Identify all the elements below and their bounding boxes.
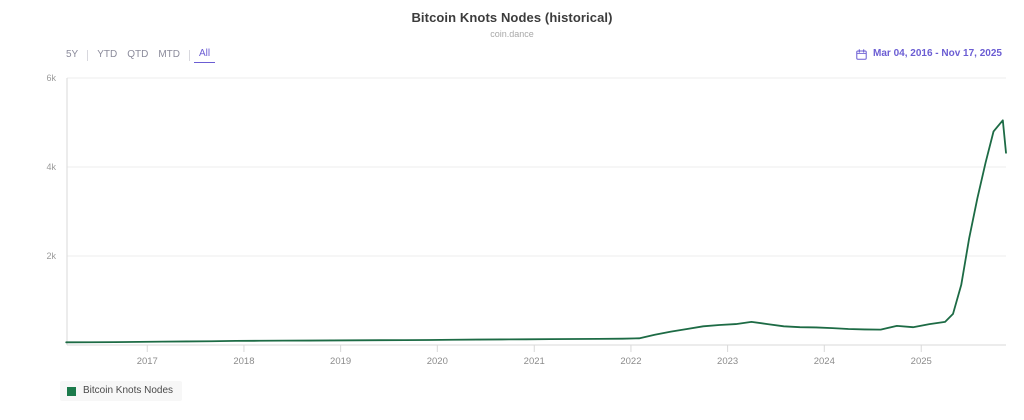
range-button-ytd[interactable]: YTD xyxy=(97,49,118,60)
chart-header: Bitcoin Knots Nodes (historical) coin.da… xyxy=(0,0,1024,41)
x-axis-tick-label: 2025 xyxy=(911,356,932,367)
series-line-bitcoin-knots-nodes xyxy=(65,119,1007,344)
x-axis-tick-label: 2019 xyxy=(330,356,351,367)
date-range-picker[interactable]: Mar 04, 2016 - Nov 17, 2025 xyxy=(856,47,1002,61)
gridlines xyxy=(67,77,1006,257)
x-axis-tick-label: 2023 xyxy=(717,356,738,367)
date-range-label: Mar 04, 2016 - Nov 17, 2025 xyxy=(873,48,1002,59)
range-separator xyxy=(87,49,89,61)
calendar-icon xyxy=(856,48,867,60)
x-axis xyxy=(67,344,1006,352)
y-axis-tick-label: 4k xyxy=(46,162,56,172)
x-axis-tick-label: 2021 xyxy=(524,356,545,367)
y-axis-tick-labels: 2k 4k 6k xyxy=(46,73,56,261)
chart-subtitle: coin.dance xyxy=(490,29,534,39)
x-axis-tick-label: 2024 xyxy=(814,356,835,367)
x-axis-tick-labels: 2017 2018 2019 2020 2021 2022 2023 2024 2025 xyxy=(137,356,932,367)
page-title: Bitcoin Knots Nodes (historical) xyxy=(411,10,613,25)
range-button-qtd[interactable]: QTD xyxy=(127,49,149,60)
range-selector[interactable]: 5Y YTD QTD MTD All xyxy=(66,47,216,63)
range-button-mtd[interactable]: MTD xyxy=(158,49,181,60)
x-axis-tick-label: 2020 xyxy=(427,356,448,367)
range-separator xyxy=(189,49,191,61)
x-axis-tick-label: 2022 xyxy=(620,356,641,367)
range-button-all[interactable]: All xyxy=(194,47,216,63)
range-button-5y[interactable]: 5Y xyxy=(66,49,79,60)
chart-legend[interactable]: Bitcoin Knots Nodes xyxy=(60,381,183,401)
x-axis-tick-label: 2018 xyxy=(233,356,254,367)
legend-item-label: Bitcoin Knots Nodes xyxy=(83,385,174,396)
x-axis-tick-label: 2017 xyxy=(137,356,158,367)
y-axis-tick-label: 6k xyxy=(46,73,56,83)
y-axis-tick-label: 2k xyxy=(46,251,56,261)
legend-color-swatch xyxy=(67,386,76,396)
chart-toolbar: 5Y YTD QTD MTD All Mar 04, 2016 - Nov 17, 20… xyxy=(0,47,1024,67)
